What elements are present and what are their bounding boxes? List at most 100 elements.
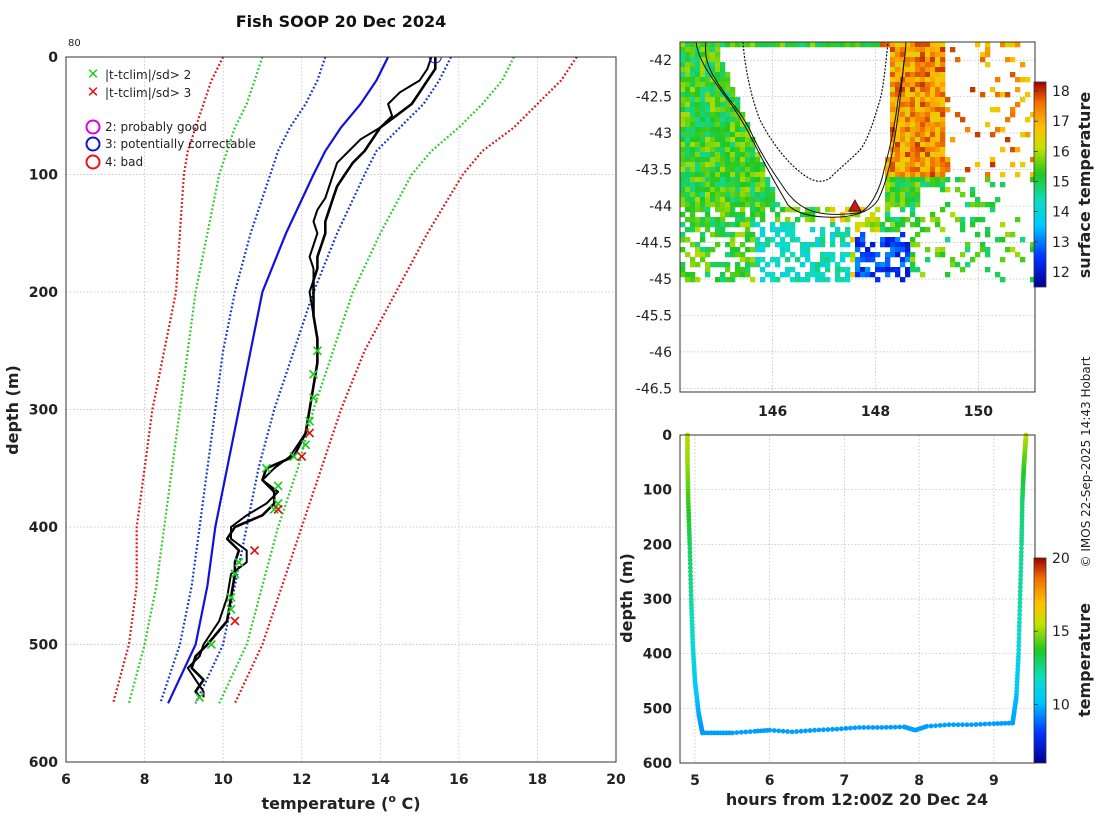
sst-cell	[755, 177, 761, 183]
sst-cell	[940, 172, 946, 178]
sst-cell	[695, 227, 701, 233]
sst-cell	[695, 277, 701, 283]
sst-cell	[695, 92, 701, 98]
sst-cell	[700, 47, 706, 53]
sst-cell	[700, 82, 706, 88]
sst-cell	[730, 92, 736, 98]
sst-cell	[865, 217, 871, 223]
sst-cell	[915, 97, 921, 103]
track-y-tick-label: 0	[662, 428, 672, 444]
sst-cell	[730, 137, 736, 143]
sst-cell	[940, 137, 946, 143]
sst-cell	[925, 227, 931, 233]
sst-cell	[890, 92, 896, 98]
sst-cell	[735, 252, 741, 258]
sst-cell	[910, 242, 916, 248]
sst-cell	[780, 247, 786, 253]
sst-cell	[695, 77, 701, 83]
sst-cell	[1015, 252, 1021, 258]
map-x-tick-labels: 146 148 150	[758, 404, 993, 420]
sst-cell	[900, 262, 906, 268]
sst-cell	[865, 42, 871, 48]
sst-cell	[715, 92, 721, 98]
sst-cell	[810, 272, 816, 278]
x-tick-label: 20	[606, 772, 626, 788]
track-point	[848, 725, 853, 731]
sst-cell	[1020, 97, 1026, 103]
sst-cell	[920, 112, 926, 118]
sst-cell	[700, 117, 706, 123]
sst-cell	[700, 72, 706, 78]
sst-cell	[775, 232, 781, 238]
sst-cell	[720, 137, 726, 143]
sst-cell	[725, 157, 731, 163]
sst-cell	[680, 202, 686, 208]
sst-cell	[745, 147, 751, 153]
flag-stroke	[230, 569, 240, 579]
sst-cell	[700, 247, 706, 253]
sst-cell	[905, 192, 911, 198]
sst-cell	[750, 147, 756, 153]
profile-x-tick-labels: 6 8 10 12 14 16 18 20	[61, 772, 626, 788]
sst-cell	[1015, 42, 1021, 48]
track-point	[780, 728, 786, 734]
sst-cell	[915, 202, 921, 208]
sst-cell	[700, 222, 706, 228]
sst-cell	[1005, 117, 1011, 123]
track-point	[776, 728, 782, 734]
sst-cell	[830, 237, 836, 243]
sst-cell	[735, 232, 741, 238]
sst-cell	[885, 267, 891, 273]
sst-cell	[735, 222, 741, 228]
sst-cell	[740, 197, 746, 203]
sst-cell	[700, 112, 706, 118]
sst-cell	[965, 262, 971, 268]
sst-cell	[730, 147, 736, 153]
sst-cell	[690, 182, 696, 188]
flag-marker-sd2	[230, 569, 240, 579]
sst-cell	[710, 152, 716, 158]
sst-cell	[930, 92, 936, 98]
sst-cell	[1015, 77, 1021, 83]
sst-cell	[940, 132, 946, 138]
sst-cell	[905, 77, 911, 83]
sst-cell	[905, 67, 911, 73]
sst-cell	[930, 47, 936, 53]
sst-cell	[895, 42, 901, 48]
sst-cell	[755, 172, 761, 178]
sst-cell	[725, 242, 731, 248]
sst-cell	[865, 272, 871, 278]
sst-cell	[745, 177, 751, 183]
sst-cell	[725, 167, 731, 173]
sst-cell	[705, 152, 711, 158]
sst-cell	[715, 72, 721, 78]
sst-cell	[870, 212, 876, 218]
sst-cell	[900, 162, 906, 168]
sst-cell	[925, 247, 931, 253]
sst-cell	[895, 162, 901, 168]
sst-cell	[685, 172, 691, 178]
sst-cell	[885, 212, 891, 218]
sst-cell	[715, 127, 721, 133]
sst-cell	[970, 217, 976, 223]
sst-cell	[730, 102, 736, 108]
sst-cell	[920, 47, 926, 53]
sst-cell	[915, 52, 921, 58]
sst-cell	[820, 262, 826, 268]
sst-cell	[980, 202, 986, 208]
colorbar-tick-label: 15	[1052, 624, 1070, 640]
sst-cell	[760, 227, 766, 233]
sst-cell	[780, 272, 786, 278]
sst-cell	[740, 117, 746, 123]
sst-cell	[740, 232, 746, 238]
sst-cell	[720, 132, 726, 138]
track-point	[821, 727, 826, 733]
sst-cell	[855, 42, 861, 48]
sst-cell	[685, 157, 691, 163]
sst-cell	[1010, 107, 1016, 113]
sst-cell	[1030, 177, 1035, 183]
sst-cell	[925, 52, 931, 58]
sst-cell	[935, 62, 941, 68]
track-point	[1018, 549, 1024, 555]
sst-cell	[1020, 62, 1026, 68]
